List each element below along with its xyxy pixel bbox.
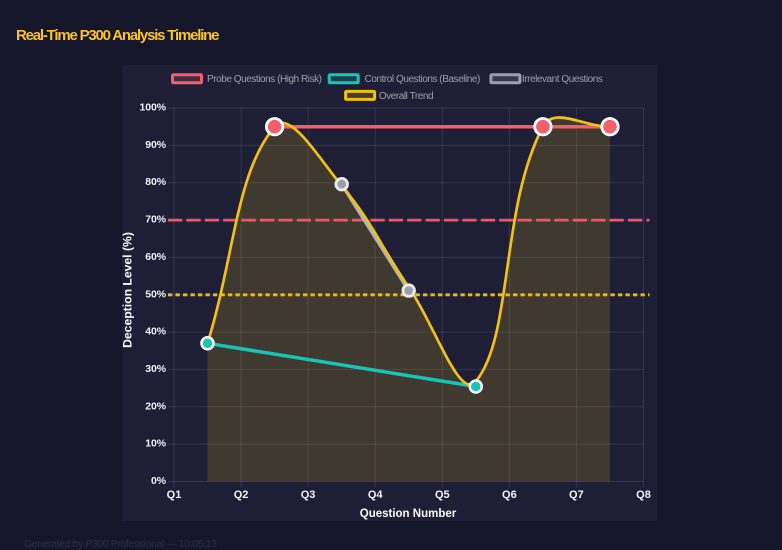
svg-text:30%: 30% — [145, 363, 166, 375]
svg-text:Q8: Q8 — [636, 489, 651, 501]
svg-text:Probe Questions (High Risk): Probe Questions (High Risk) — [207, 74, 322, 85]
svg-text:10%: 10% — [145, 438, 166, 450]
svg-text:80%: 80% — [145, 176, 166, 188]
svg-text:20%: 20% — [145, 400, 166, 412]
svg-text:Deception Level (%): Deception Level (%) — [122, 232, 135, 348]
svg-text:Q4: Q4 — [368, 489, 384, 501]
svg-text:Question Number: Question Number — [360, 508, 457, 520]
svg-text:Overall Trend: Overall Trend — [379, 91, 433, 102]
svg-text:Q7: Q7 — [569, 489, 584, 501]
svg-text:Control Questions (Baseline): Control Questions (Baseline) — [365, 74, 480, 85]
svg-text:Q3: Q3 — [301, 489, 316, 501]
svg-text:Irrelevant Questions: Irrelevant Questions — [522, 74, 603, 85]
svg-text:Q1: Q1 — [167, 489, 182, 501]
svg-text:60%: 60% — [145, 251, 166, 263]
svg-text:70%: 70% — [145, 214, 166, 226]
svg-text:50%: 50% — [145, 288, 166, 300]
svg-text:0%: 0% — [151, 475, 167, 487]
svg-text:100%: 100% — [140, 102, 167, 114]
svg-text:90%: 90% — [145, 139, 166, 151]
svg-text:Q5: Q5 — [435, 489, 450, 501]
svg-text:Q6: Q6 — [502, 489, 517, 501]
svg-text:40%: 40% — [145, 326, 166, 338]
svg-text:Q2: Q2 — [234, 489, 249, 501]
